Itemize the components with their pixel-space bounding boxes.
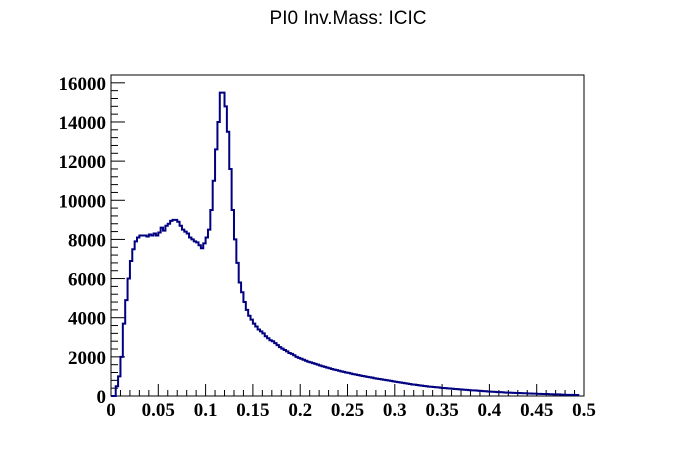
y-tick-label: 8000 (68, 230, 106, 251)
y-tick-label: 6000 (68, 270, 106, 291)
x-tick-label: 0.15 (236, 400, 269, 421)
y-tick-label: 0 (97, 387, 107, 408)
x-tick-label: 0.4 (478, 400, 502, 421)
y-tick-label: 12000 (59, 152, 107, 173)
x-tick-label: 0.5 (572, 400, 596, 421)
x-tick-label: 0.05 (142, 400, 175, 421)
y-tick-label: 2000 (68, 348, 106, 369)
x-tick-label: 0.45 (520, 400, 553, 421)
x-tick-label: 0.3 (383, 400, 407, 421)
y-tick-label: 16000 (59, 74, 107, 95)
x-tick-label: 0.35 (425, 400, 458, 421)
y-tick-label: 10000 (59, 191, 107, 212)
y-axis: 0 2000 4000 6000 8000 10000 12000 14000 16000 (59, 74, 125, 408)
y-tick-label: 4000 (68, 309, 106, 330)
x-tick-label: 0.1 (194, 400, 218, 421)
x-tick-label: 0.2 (288, 400, 312, 421)
histogram-series-line (111, 91, 580, 397)
x-tick-label: 0 (106, 400, 116, 421)
y-tick-label: 14000 (59, 113, 107, 134)
series-group (111, 91, 580, 397)
plot-frame (110, 74, 585, 397)
chart-title: PI0 Inv.Mass: ICIC (270, 8, 427, 29)
x-tick-label: 0.25 (331, 400, 364, 421)
x-axis: 0 0.05 0.1 0.15 0.2 0.25 0.3 0.35 0.4 0.45 0.5 (106, 384, 596, 421)
